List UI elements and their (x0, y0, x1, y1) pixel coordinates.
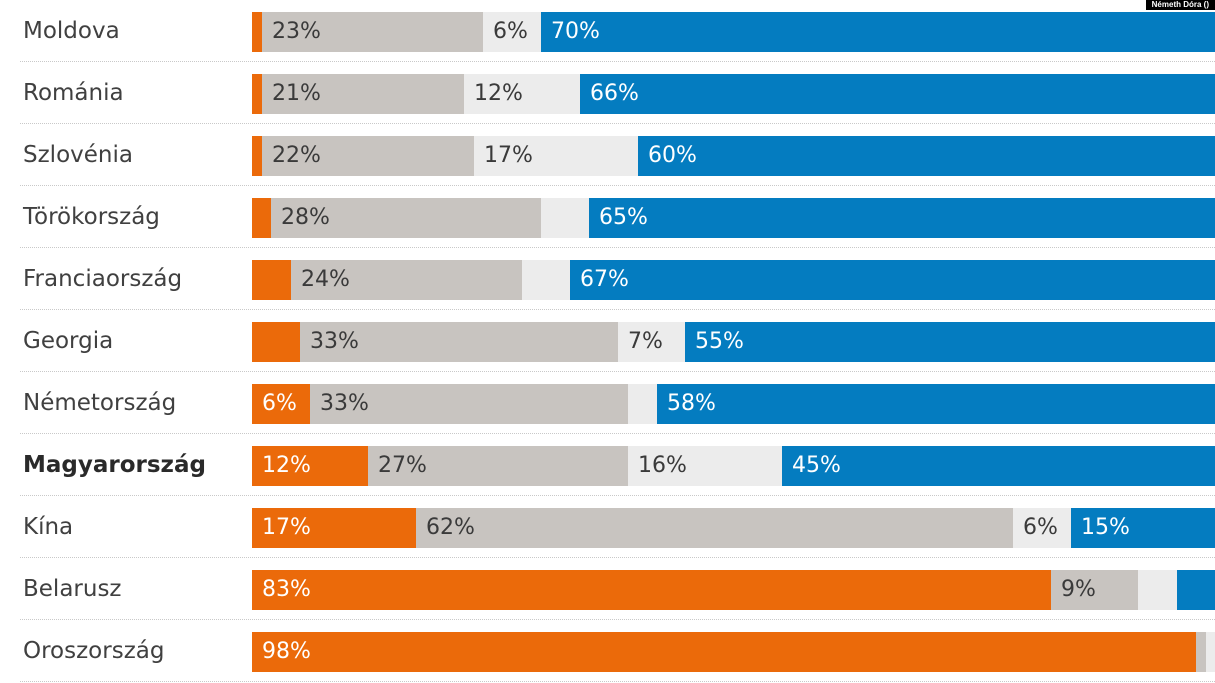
bar-segment (1138, 570, 1177, 610)
bar-row: Belarusz 83% 9% (0, 558, 1215, 620)
bar-segment: 33% (300, 322, 618, 362)
bar-segment: 28% (271, 198, 541, 238)
stacked-bar: 83% 9% (252, 570, 1215, 610)
bar-segment (628, 384, 657, 424)
bar-segment: 70% (541, 12, 1215, 52)
stacked-bar: 6% 33% 58% (252, 384, 1215, 424)
category-label: Németország (23, 390, 177, 416)
row-divider (20, 371, 1215, 372)
bar-segment (522, 260, 570, 300)
bar-segment (1206, 632, 1215, 672)
row-divider (20, 495, 1215, 496)
bar-segment: 21% (262, 74, 464, 114)
bar-row: Georgia 33% 7% 55% (0, 310, 1215, 372)
bar-row: Oroszország 98% (0, 620, 1215, 682)
row-divider (20, 557, 1215, 558)
stacked-bar: 12% 27% 16% 45% (252, 446, 1215, 486)
bar-segment (252, 260, 291, 300)
bar-segment: 62% (416, 508, 1013, 548)
row-divider (20, 681, 1215, 682)
stacked-bar: 33% 7% 55% (252, 322, 1215, 362)
stacked-bar: 21% 12% 66% (252, 74, 1215, 114)
stacked-bar: 24% 67% (252, 260, 1215, 300)
bar-segment: 55% (685, 322, 1215, 362)
stacked-bar: 22% 17% 60% (252, 136, 1215, 176)
bar-segment: 24% (291, 260, 522, 300)
bar-segment: 6% (1013, 508, 1071, 548)
bar-row: Szlovénia 22% 17% 60% (0, 124, 1215, 186)
bar-segment: 65% (589, 198, 1215, 238)
bar-row: Kína 17% 62% 6% 15% (0, 496, 1215, 558)
bar-segment: 98% (252, 632, 1196, 672)
category-label: Románia (23, 80, 124, 106)
row-divider (20, 247, 1215, 248)
bar-segment: 67% (570, 260, 1215, 300)
stacked-bar: 23% 6% 70% (252, 12, 1215, 52)
bar-segment: 12% (252, 446, 368, 486)
bar-segment (1177, 570, 1215, 610)
bar-segment (252, 322, 300, 362)
bar-segment: 17% (474, 136, 638, 176)
row-divider (20, 433, 1215, 434)
bar-segment (541, 198, 589, 238)
category-label: Szlovénia (23, 142, 133, 168)
bar-segment: 6% (483, 12, 541, 52)
bar-segment (252, 12, 262, 52)
category-label: Törökország (23, 204, 160, 230)
bar-row: Törökország 28% 65% (0, 186, 1215, 248)
category-label: Moldova (23, 18, 120, 44)
category-label: Belarusz (23, 576, 122, 602)
credit-label: Németh Dóra () (1145, 0, 1215, 10)
bar-segment: 58% (657, 384, 1215, 424)
category-label: Franciaország (23, 266, 183, 292)
bar-segment: 22% (262, 136, 474, 176)
row-divider (20, 61, 1215, 62)
bar-segment: 15% (1071, 508, 1215, 548)
row-divider (20, 619, 1215, 620)
bar-row: Magyarország 12% 27% 16% 45% (0, 434, 1215, 496)
bar-segment: 27% (368, 446, 628, 486)
row-divider (20, 185, 1215, 186)
bar-row: Németország 6% 33% 58% (0, 372, 1215, 434)
bar-segment (252, 136, 262, 176)
stacked-bar: 17% 62% 6% 15% (252, 508, 1215, 548)
category-label: Kína (23, 514, 74, 540)
bar-segment: 16% (628, 446, 782, 486)
category-label: Oroszország (23, 638, 165, 664)
bar-segment (252, 198, 271, 238)
category-label: Magyarország (23, 452, 206, 478)
bar-row: Franciaország 24% 67% (0, 248, 1215, 310)
stacked-bar: 98% (252, 632, 1215, 672)
bar-segment: 7% (618, 322, 685, 362)
bar-segment: 66% (580, 74, 1215, 114)
row-divider (20, 309, 1215, 310)
bar-segment: 9% (1051, 570, 1138, 610)
stacked-bar: 28% 65% (252, 198, 1215, 238)
bar-segment: 60% (638, 136, 1215, 176)
category-label: Georgia (23, 328, 114, 354)
bar-row: Románia 21% 12% 66% (0, 62, 1215, 124)
bar-segment: 83% (252, 570, 1051, 610)
bar-segment: 23% (262, 12, 483, 52)
bar-segment: 45% (782, 446, 1215, 486)
bar-row: Moldova 23% 6% 70% (0, 0, 1215, 62)
bar-segment (252, 74, 262, 114)
bar-segment: 6% (252, 384, 310, 424)
row-divider (20, 123, 1215, 124)
bar-segment: 33% (310, 384, 628, 424)
bar-segment: 17% (252, 508, 416, 548)
bar-segment (1196, 632, 1206, 672)
bar-segment: 12% (464, 74, 580, 114)
